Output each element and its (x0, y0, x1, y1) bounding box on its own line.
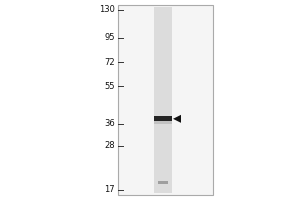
Polygon shape (173, 115, 181, 123)
Bar (154, 116, 172, 121)
Text: 36: 36 (104, 119, 115, 128)
Bar (158, 181, 168, 184)
Bar (154, 7, 172, 193)
Text: 28: 28 (104, 141, 115, 150)
Bar (118, 5, 213, 195)
Bar (154, 121, 172, 124)
Text: 72: 72 (104, 58, 115, 67)
Text: 130: 130 (99, 5, 115, 15)
Text: 17: 17 (104, 186, 115, 194)
Text: CHO: CHO (151, 0, 175, 2)
Text: 55: 55 (104, 82, 115, 91)
Text: 95: 95 (104, 33, 115, 42)
